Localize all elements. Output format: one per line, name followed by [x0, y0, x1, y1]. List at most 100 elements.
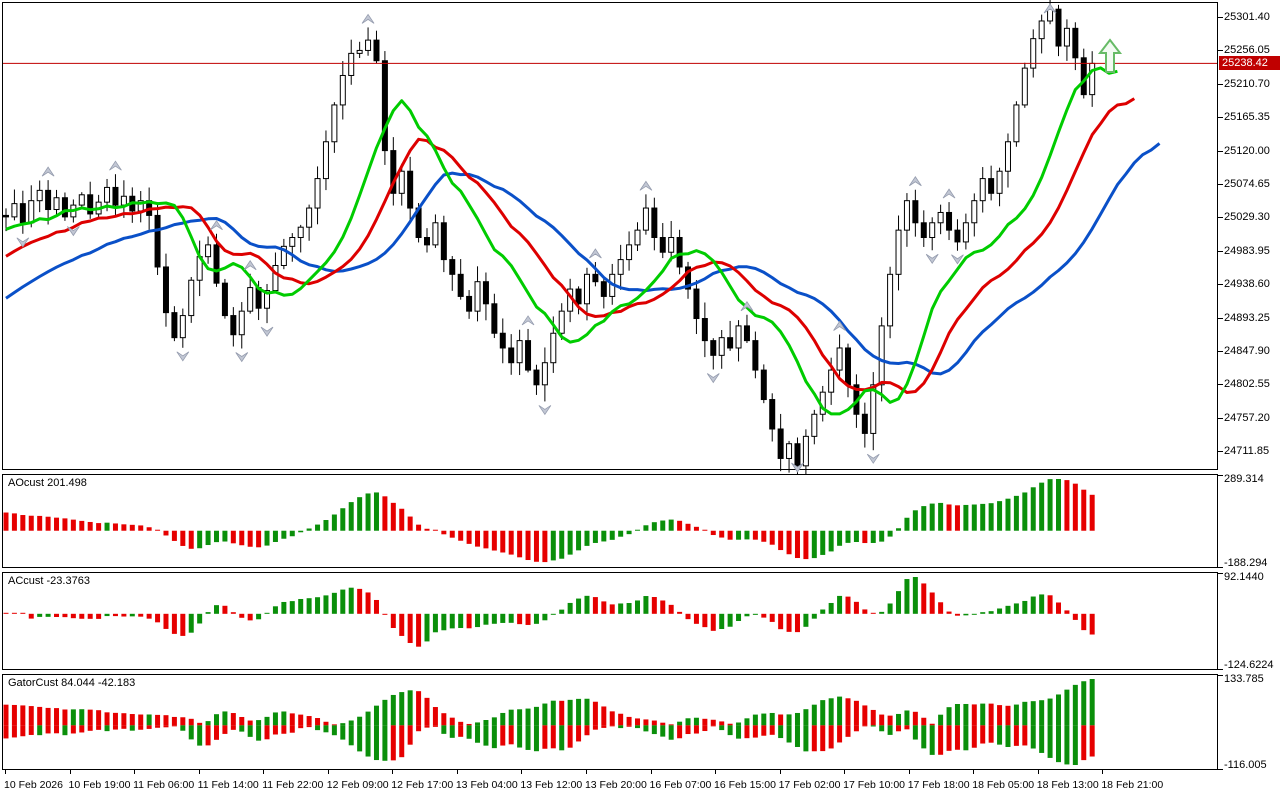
time-tick-label: 13 Feb 20:00 [584, 779, 647, 791]
time-tick [908, 770, 910, 774]
histogram-bar [197, 530, 203, 549]
histogram-bar [559, 609, 565, 614]
histogram-bar [651, 720, 657, 726]
time-axis[interactable]: 10 Feb 2026 10 Feb 19:00 11 Feb 06:00 11 Fe… [0, 770, 1218, 800]
candle-bear [373, 39, 380, 62]
histogram-bar [576, 598, 582, 614]
candle-bull [929, 222, 936, 239]
histogram-bar [997, 725, 1003, 745]
fractal-up-icon [589, 248, 602, 259]
histogram-bar [1047, 479, 1053, 531]
histogram-bar [298, 714, 304, 726]
histogram-bar [121, 524, 127, 531]
histogram-bar [626, 530, 632, 535]
histogram-bar [382, 725, 388, 761]
histogram-bar [618, 603, 624, 614]
histogram-bar [390, 613, 396, 628]
histogram-bar [188, 613, 194, 633]
fractal-down-icon [16, 237, 30, 248]
candle-bull [971, 200, 978, 224]
histogram-bar [938, 725, 944, 755]
main-chart-canvas[interactable] [3, 0, 1217, 481]
histogram-bar [508, 725, 514, 745]
histogram-bar [188, 530, 194, 549]
histogram-bar [222, 530, 228, 542]
candle-bear [777, 428, 784, 459]
histogram-bar [533, 530, 539, 562]
candle-bear [457, 273, 464, 297]
price-axis[interactable]: 25301.40 25256.05 25210.70 25165.35 25120.00… [1218, 0, 1280, 771]
candle-bear [651, 207, 658, 239]
histogram-bar [921, 583, 927, 614]
histogram-bar [441, 530, 447, 535]
candle-bear [230, 315, 237, 336]
candle-bull [878, 325, 885, 386]
histogram-bar [390, 694, 396, 726]
indicator-panel-accust[interactable]: ACcust -23.3763 [2, 572, 1218, 670]
histogram-bar [542, 530, 548, 563]
histogram-bar [820, 725, 826, 752]
histogram-bar [146, 725, 152, 729]
histogram-bar [96, 613, 102, 619]
histogram-bar [180, 613, 186, 636]
histogram-bar [20, 515, 26, 531]
panel-axis-max-label: 92.1440 [1224, 571, 1264, 583]
histogram-bar [938, 602, 944, 614]
histogram-bar [828, 602, 834, 614]
histogram-bar [96, 710, 102, 726]
histogram-bar [1072, 613, 1078, 620]
indicator-panel-gatorcust[interactable]: GatorCust 84.044 -42.183 [2, 674, 1218, 770]
histogram-bar [584, 698, 590, 726]
histogram-bar [525, 530, 531, 561]
histogram-bar [997, 501, 1003, 531]
histogram-bar [104, 613, 110, 617]
histogram-bar [129, 714, 135, 726]
candle-bear [912, 200, 919, 224]
histogram-bar [677, 725, 683, 739]
main-chart-panel[interactable] [2, 0, 1218, 481]
histogram-bar [214, 530, 219, 543]
histogram-bar [247, 613, 253, 621]
aocust-canvas[interactable] [3, 475, 1217, 567]
histogram-bar [550, 725, 556, 749]
histogram-bar [693, 725, 699, 734]
histogram-bar [1039, 700, 1045, 726]
histogram-bar [96, 523, 102, 531]
time-tick [198, 770, 200, 774]
histogram-bar [163, 725, 169, 728]
histogram-bar [70, 709, 76, 726]
histogram-bar [559, 530, 565, 559]
histogram-bar [188, 725, 194, 740]
candle-bull [617, 259, 624, 275]
histogram-bar [45, 725, 51, 734]
histogram-bar [904, 725, 910, 730]
gatorcust-canvas[interactable] [3, 675, 1217, 769]
histogram-bar [820, 700, 826, 726]
histogram-bar [887, 530, 893, 537]
candle-bear [954, 229, 961, 243]
candle-bear [87, 194, 94, 215]
histogram-bar [416, 524, 422, 531]
histogram-bar [112, 712, 118, 726]
histogram-bar [340, 723, 346, 726]
candle-bear [390, 150, 397, 194]
histogram-bar [96, 725, 102, 730]
histogram-bar [601, 725, 607, 728]
candle-bull [474, 281, 481, 312]
time-tick [327, 770, 329, 774]
histogram-bar [702, 725, 708, 732]
histogram-bar [651, 725, 657, 735]
histogram-bar [357, 725, 363, 752]
histogram-bar [466, 530, 472, 544]
histogram-bar [870, 530, 876, 543]
histogram-bar [163, 613, 169, 629]
histogram-bar [1013, 603, 1019, 614]
histogram-bar [870, 612, 876, 614]
candle-bull [870, 384, 877, 434]
accust-canvas[interactable] [3, 573, 1217, 669]
indicator-panel-aocust[interactable]: AOcust 201.498 [2, 474, 1218, 568]
time-tick-label: 11 Feb 22:00 [262, 779, 324, 791]
histogram-bar [954, 725, 960, 750]
candle-bull [398, 170, 405, 194]
candle-bear [676, 237, 683, 268]
